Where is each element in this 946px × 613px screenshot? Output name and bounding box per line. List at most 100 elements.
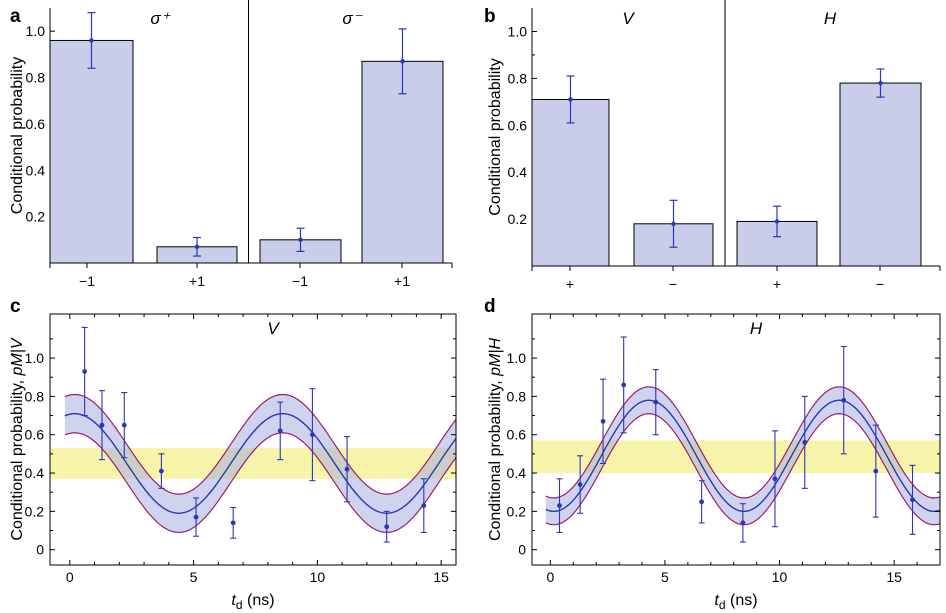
y-axis-label: Conditional probability <box>487 58 504 215</box>
data-point <box>557 503 562 509</box>
x-tick-label: 10 <box>310 569 326 585</box>
data-point <box>344 466 350 472</box>
y-tick-label: 0.4 <box>25 465 45 481</box>
y-tick-label: 0 <box>36 542 44 558</box>
x-tick-label: − <box>669 276 677 292</box>
y-tick-label: 0.6 <box>508 117 528 133</box>
y-axis-label: Conditional probability, pM|H <box>487 338 504 542</box>
y-axis-label-main: Conditional probability, <box>9 375 26 540</box>
y-tick-label: 0.2 <box>508 211 528 227</box>
x-tick-label: +1 <box>189 273 205 289</box>
panel-d: d 0 0.2 0.4 0.6 0.8 1.0 0 5 10 15 H Conditional prob… <box>484 296 941 612</box>
data-point <box>621 382 627 388</box>
data-point <box>671 221 676 226</box>
data-point <box>310 432 315 438</box>
plot-frame <box>49 313 457 566</box>
x-tick-label: − <box>876 276 884 292</box>
group-title: σ⁻ <box>342 9 363 28</box>
data-point <box>878 80 883 86</box>
y-axis-label-main: Conditional probability, <box>487 376 504 541</box>
bar <box>531 98 610 267</box>
y-tick-label: 0.6 <box>507 427 527 443</box>
panel-b: b 0.2 0.4 0.6 0.8 1.0 Conditional probability V… <box>484 0 941 292</box>
y-tick-label: 1.0 <box>25 350 45 366</box>
bar <box>361 60 444 264</box>
y-axis-label-italic: pM|V <box>9 337 26 376</box>
y-tick-label: 0.4 <box>507 465 527 481</box>
data-point <box>121 422 127 428</box>
y-tick-label: 1.0 <box>507 350 527 366</box>
panel-c: c 0 0.2 0.4 0.6 0.8 1.0 0 5 10 15 V Conditional prob… <box>9 296 457 612</box>
data-point <box>577 482 583 487</box>
data-point <box>82 369 88 374</box>
data-point <box>89 38 94 43</box>
data-point <box>740 520 746 526</box>
y-axis-label-italic: pM|H <box>487 338 504 377</box>
x-axis-label-symbol: t <box>714 592 719 609</box>
data-point <box>772 476 778 482</box>
x-tick-label: 15 <box>886 569 902 585</box>
y-tick-label: 0.8 <box>25 388 45 404</box>
y-axis-label: Conditional probability <box>9 57 26 214</box>
plot-frame <box>531 313 941 566</box>
data-point <box>802 439 808 445</box>
data-point <box>568 97 573 102</box>
data-point <box>194 244 200 249</box>
x-tick-label: 5 <box>661 569 669 585</box>
data-point <box>277 428 283 434</box>
x-tick-label: −1 <box>292 273 308 289</box>
panel-title: V <box>267 319 280 338</box>
y-tick-label: 0.2 <box>507 503 527 519</box>
data-point <box>699 499 705 505</box>
x-tick-label: −1 <box>79 273 95 289</box>
x-tick-label: + <box>773 276 781 292</box>
upper-envelope <box>64 393 456 495</box>
data-point <box>384 524 390 530</box>
bar <box>839 82 922 267</box>
x-tick-label: 15 <box>433 569 449 585</box>
data-point <box>653 399 659 405</box>
group-title: V <box>622 9 635 28</box>
data-point <box>873 468 879 474</box>
x-axis-label-symbol: t <box>231 592 236 609</box>
panel-letter: a <box>10 6 21 27</box>
data-point <box>400 59 405 64</box>
data-point <box>159 468 164 474</box>
panel-a: a 0.2 0.4 0.6 0.8 1.0 Conditional probability σ… <box>9 0 453 289</box>
data-point <box>193 514 199 520</box>
data-point <box>298 237 303 243</box>
confidence-band <box>64 394 456 533</box>
y-tick-label: 0.6 <box>25 427 45 443</box>
y-tick-label: 0.2 <box>26 209 46 225</box>
data-point <box>421 503 427 509</box>
y-tick-label: 0.6 <box>26 116 46 132</box>
panel-letter: b <box>484 6 496 27</box>
x-tick-label: + <box>566 276 574 292</box>
y-tick-label: 1.0 <box>26 23 46 39</box>
data-point <box>99 422 105 428</box>
data-point <box>230 520 236 526</box>
x-tick-label: 10 <box>772 569 788 585</box>
x-axis-label: td (ns) <box>714 592 757 612</box>
data-point <box>600 418 606 424</box>
panel-letter: c <box>10 296 21 317</box>
lower-envelope <box>64 432 456 534</box>
plot-area <box>532 386 940 526</box>
y-tick-label: 0.4 <box>508 164 528 180</box>
plot-area <box>50 393 456 534</box>
x-tick-label: 0 <box>66 569 74 585</box>
y-axis-label: Conditional probability, pM|V <box>9 337 26 541</box>
x-axis-label-unit: (ns) <box>726 592 758 609</box>
x-tick-label: +1 <box>394 273 410 289</box>
data-point <box>841 397 847 403</box>
data-point <box>910 497 915 503</box>
x-tick-label: 5 <box>190 569 198 585</box>
y-tick-label: 0 <box>518 542 526 558</box>
y-tick-label: 0.4 <box>26 162 46 178</box>
x-tick-label: 0 <box>546 569 554 585</box>
y-tick-label: 1.0 <box>508 23 528 39</box>
y-tick-label: 0.8 <box>26 70 46 86</box>
x-axis-label-unit: (ns) <box>243 592 275 609</box>
x-axis-label-sub: d <box>719 598 726 612</box>
